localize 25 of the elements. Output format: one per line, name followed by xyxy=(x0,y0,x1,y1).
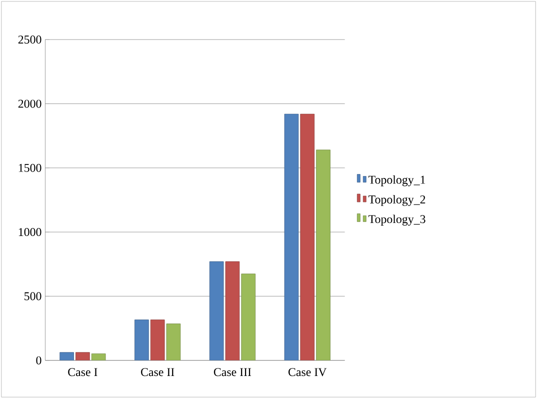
bar xyxy=(150,320,165,361)
bar xyxy=(225,262,240,361)
x-tick-label: Case I xyxy=(68,368,98,376)
x-tick-label: Case III xyxy=(214,368,252,376)
y-tick-label: 0 xyxy=(36,356,42,365)
bar xyxy=(284,114,299,361)
bar xyxy=(241,274,256,361)
y-tick-label: 500 xyxy=(24,292,42,300)
bar xyxy=(300,114,315,361)
y-tick-label: 1000 xyxy=(18,228,42,236)
bar xyxy=(166,324,181,361)
bar xyxy=(134,320,149,361)
legend-label: Topology_3 xyxy=(368,215,426,226)
legend-label: Topology_2 xyxy=(368,195,426,206)
y-tick-label: 1500 xyxy=(18,164,42,172)
bar xyxy=(209,262,224,361)
y-tick-label: 2500 xyxy=(18,36,42,44)
bar xyxy=(91,354,106,361)
x-tick-label: Case IV xyxy=(288,368,327,376)
bar xyxy=(76,352,90,361)
bar xyxy=(316,150,330,361)
x-tick-label: Case II xyxy=(141,368,174,376)
bar xyxy=(60,352,74,361)
y-tick-label: 2000 xyxy=(18,100,42,108)
legend-label: Topology_1 xyxy=(368,176,426,186)
